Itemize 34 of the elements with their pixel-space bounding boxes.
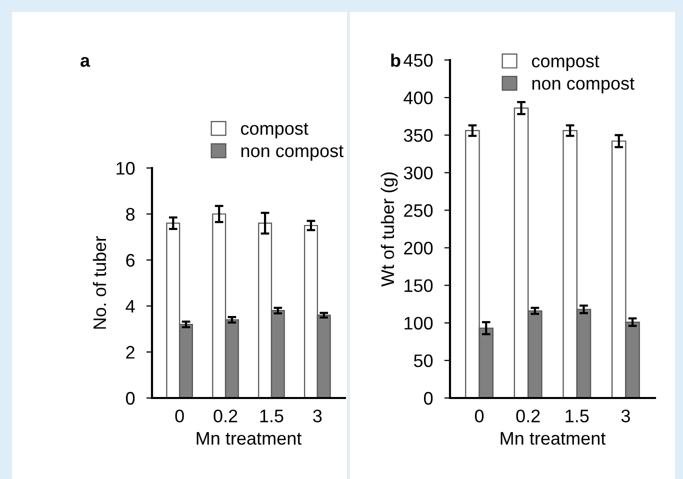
x-tick-label: 0 [175, 410, 184, 422]
y-tick-label: 8 [126, 208, 135, 221]
x-tick-label: 3 [313, 410, 322, 422]
y-tick-label: 6 [126, 254, 135, 267]
y-tick-label: 0 [424, 392, 433, 405]
y-tick-label: 300 [404, 166, 433, 180]
legend-label: compost [240, 123, 308, 138]
x-tick-label: 0.2 [516, 410, 540, 422]
y-tick-label: 450 [404, 54, 433, 67]
x-axis-title: Mn treatment [500, 432, 606, 445]
x-tick-label: 0.2 [214, 410, 238, 422]
y-tick-label: 0 [126, 392, 135, 405]
y-tick-label: 4 [126, 300, 135, 313]
y-tick-label: 400 [404, 91, 433, 104]
y-tick-label: 200 [404, 242, 433, 254]
y-tick-label: 50 [414, 354, 433, 368]
x-tick-label: 1.5 [260, 410, 284, 422]
y-tick-label: 2 [126, 346, 134, 359]
x-tick-label: 1.5 [566, 410, 589, 422]
legend-label: non compost [532, 78, 634, 94]
legend-label: non compost [241, 145, 344, 161]
y-tick-label: 250 [404, 204, 433, 217]
text: a [80, 56, 90, 67]
y-tick-label: 350 [404, 129, 433, 142]
y-axis-title: Wt of tuber (g) [380, 172, 398, 287]
x-tick-label: 0 [474, 410, 484, 422]
y-tick-label: 100 [404, 316, 433, 330]
x-tick-label: 3 [621, 410, 630, 422]
legend-label: compost [532, 56, 600, 71]
y-tick-label: 10 [116, 162, 135, 175]
y-axis-title: No. of tuber [92, 236, 106, 329]
text: b [391, 54, 400, 67]
x-axis-title: Mn treatment [196, 432, 302, 445]
y-tick-label: 150 [404, 279, 433, 292]
